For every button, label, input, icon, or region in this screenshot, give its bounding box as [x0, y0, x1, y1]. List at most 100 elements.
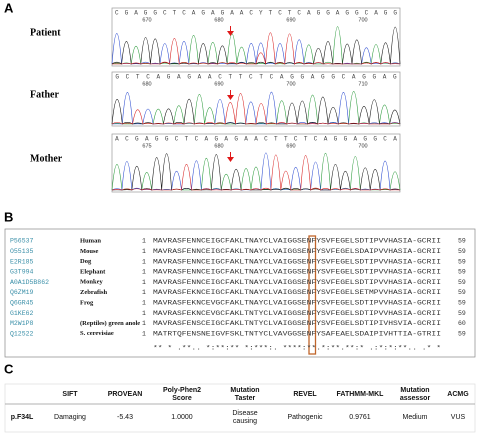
base-call: A — [374, 10, 378, 17]
sequence: MAVRASFEKNCEVGCFAKLTNAYCLVAIGGSENFYSVFEG… — [153, 300, 441, 307]
base-call: A — [280, 74, 284, 81]
start-position: 1 — [142, 320, 146, 327]
position-label: 690 — [286, 17, 295, 23]
base-call: C — [249, 10, 253, 17]
panel-label: A — [4, 0, 14, 15]
base-call: T — [259, 74, 263, 81]
base-call: C — [278, 10, 282, 17]
base-call: A — [198, 74, 202, 81]
species: S. cerevisiae — [80, 330, 114, 337]
start-position: 1 — [142, 300, 146, 307]
base-call: C — [342, 74, 346, 81]
mutation-arrow — [227, 26, 234, 36]
column-header: ACMG — [447, 391, 469, 398]
base-call: G — [326, 10, 330, 17]
base-call: G — [234, 136, 238, 143]
base-call: C — [294, 136, 298, 143]
cell: -5.43 — [117, 414, 133, 421]
end-position: 59 — [458, 258, 466, 265]
accession: O55135 — [10, 248, 34, 255]
base-call: A — [240, 10, 244, 17]
base-call: C — [297, 10, 301, 17]
position-label: 710 — [358, 81, 367, 87]
accession: M2W1P8 — [10, 320, 34, 327]
base-call: A — [244, 136, 248, 143]
base-call: C — [182, 10, 186, 17]
cell: p.F34L — [11, 414, 34, 421]
species: Elephant — [80, 268, 106, 275]
end-position: 59 — [458, 248, 466, 255]
column-header: FATHMM-MKL — [337, 391, 385, 398]
sequence: MAVRASFEKNCEIGCFAKLTNAYCLVAIGGSENFYSVFEG… — [153, 289, 441, 296]
trace — [111, 93, 401, 125]
consensus: ** * .**.. *:**:** *:***:. ****:**.*:**.… — [153, 345, 441, 352]
column-header: SIFT — [62, 391, 78, 398]
base-call: T — [269, 10, 273, 17]
species: Zebrafish — [80, 289, 107, 296]
base-call: A — [211, 10, 215, 17]
base-call: G — [155, 136, 159, 143]
base-call: G — [201, 10, 205, 17]
species: (Reptiles) green anole — [80, 320, 140, 327]
end-position: 59 — [458, 300, 466, 307]
base-call: C — [125, 136, 129, 143]
base-call: A — [311, 74, 315, 81]
start-position: 1 — [142, 279, 146, 286]
base-call: G — [372, 74, 376, 81]
end-position: 60 — [458, 320, 466, 327]
cell: Damaging — [54, 414, 86, 421]
position-label: 700 — [358, 143, 367, 149]
end-position: 59 — [458, 269, 466, 276]
start-position: 1 — [142, 269, 146, 276]
base-call: T — [173, 10, 177, 17]
base-call: G — [321, 74, 325, 81]
base-call: G — [135, 136, 139, 143]
base-call: C — [249, 74, 253, 81]
start-position: 1 — [142, 310, 146, 317]
base-call: T — [136, 74, 140, 81]
trace — [111, 32, 401, 65]
base-call: G — [384, 10, 388, 17]
column-header: Poly-Phen2 Score — [163, 387, 201, 402]
base-call: C — [195, 136, 199, 143]
base-call: T — [274, 136, 278, 143]
base-call: G — [115, 74, 119, 81]
highlight-box — [308, 235, 317, 355]
accession: G1KE62 — [10, 310, 34, 317]
base-call: C — [146, 74, 150, 81]
position-label: 680 — [214, 17, 223, 23]
sequence: MAVRASFENNCEIGCFAKLTNAYCLVAIGGSENFYSVFEG… — [153, 279, 441, 286]
cell: 1.0000 — [171, 414, 193, 421]
base-call: G — [221, 10, 225, 17]
base-call: G — [153, 10, 157, 17]
base-call: A — [393, 136, 397, 143]
column-header: REVEL — [293, 391, 317, 398]
base-call: C — [218, 74, 222, 81]
base-call: T — [228, 74, 232, 81]
base-call: A — [336, 10, 340, 17]
cell: 0.9761 — [349, 414, 371, 421]
position-label: 680 — [214, 143, 223, 149]
species: Monkey — [80, 279, 104, 286]
table-frame — [4, 383, 476, 433]
base-call: A — [115, 136, 119, 143]
sequence: MATRTQFENSNEIGVFSKLTNTYCLVAVGGSENFYSAFEA… — [153, 330, 441, 337]
base-call: G — [167, 74, 171, 81]
alignment-frame — [4, 228, 476, 358]
sequence: MAVRASFENNCEIGCFAKLTNAYCLVAIGGSENFYSVFEG… — [153, 269, 441, 276]
base-call: G — [355, 10, 359, 17]
base-call: G — [290, 74, 294, 81]
base-call: G — [334, 136, 338, 143]
base-call: T — [288, 10, 292, 17]
base-call: T — [239, 74, 243, 81]
base-call: T — [185, 136, 189, 143]
base-call: C — [383, 136, 387, 143]
base-call: A — [156, 74, 160, 81]
base-call: G — [214, 136, 218, 143]
base-call: Y — [259, 10, 263, 17]
base-call: C — [163, 10, 167, 17]
base-call: C — [365, 10, 369, 17]
sequence: MAVRASFENNCEIGCFAKLTNAYCLVAIGGSENFYSVFEG… — [153, 238, 441, 245]
sample-label: Father — [30, 89, 59, 100]
